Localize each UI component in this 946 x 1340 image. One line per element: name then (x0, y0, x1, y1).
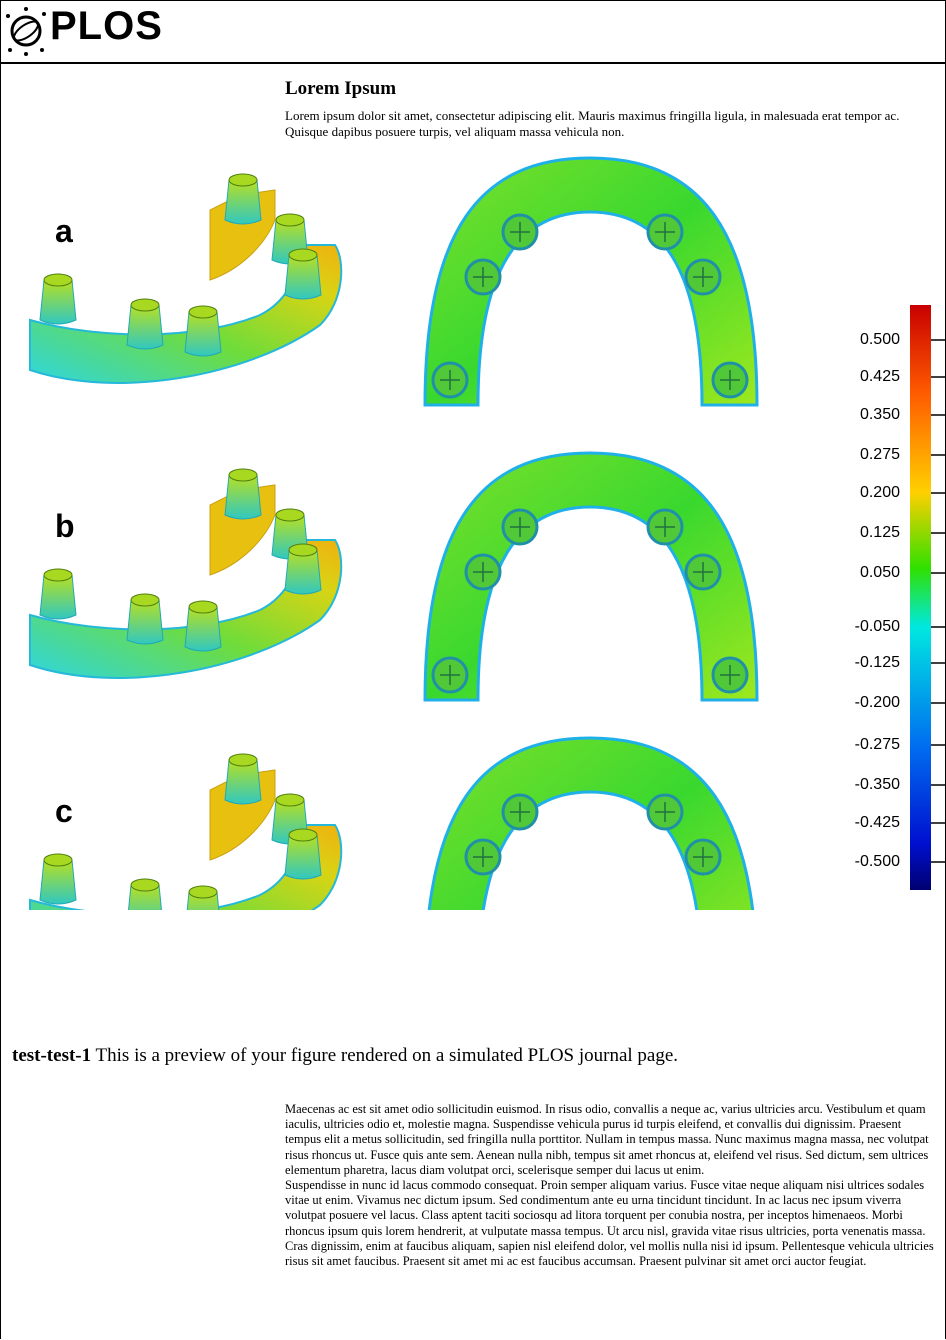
caption-label: test-test-1 (12, 1045, 91, 1066)
colorbar-label: -0.500 (855, 853, 900, 870)
model-post (285, 550, 321, 594)
figure-panel: c (30, 738, 757, 910)
model-post-top (131, 879, 159, 891)
colorbar-label: -0.425 (855, 814, 900, 831)
body-paragraph: Suspendisse in nunc id lacus commodo con… (285, 1178, 940, 1269)
colorbar (910, 305, 931, 890)
page: {"header": {"logo": "PLOS"}, "article": … (0, 0, 946, 1340)
model-post (225, 760, 261, 804)
colorbar-label: -0.350 (855, 776, 900, 793)
model-post (40, 280, 76, 324)
model-post-top (44, 274, 72, 286)
model-post-top (289, 544, 317, 556)
model-post (225, 180, 261, 224)
caption-text: This is a preview of your figure rendere… (96, 1045, 679, 1066)
model-post-top (229, 469, 257, 481)
model-post (185, 607, 221, 651)
model-post-top (289, 249, 317, 261)
figure: a b c 0.500 0.425 0.350 0.275 0.200 0.125 0.050 -… (0, 150, 946, 910)
model-post (285, 255, 321, 299)
model-post-top (189, 306, 217, 318)
caption: test-test-1 This is a preview of your fi… (12, 1045, 678, 1067)
colorbar-label: 0.425 (860, 368, 900, 385)
model-post (127, 305, 163, 349)
colorbar-label: -0.050 (855, 618, 900, 635)
article-heading: Lorem Ipsum (285, 78, 396, 100)
colorbar-label: 0.275 (860, 446, 900, 463)
figure-panel: b (30, 453, 757, 700)
model-post-top (289, 829, 317, 841)
model-post (225, 475, 261, 519)
article-intro: Lorem ipsum dolor sit amet, consectetur … (285, 108, 935, 140)
arch (425, 738, 757, 910)
colorbar-label: -0.275 (855, 736, 900, 753)
panel-label: a (55, 213, 73, 249)
model-post-top (189, 601, 217, 613)
colorbar-label: -0.200 (855, 694, 900, 711)
header: PLOS (0, 0, 946, 64)
model-post-top (229, 754, 257, 766)
colorbar-label: 0.200 (860, 484, 900, 501)
logo[interactable]: PLOS (50, 4, 163, 49)
model-post-top (229, 174, 257, 186)
model-post (40, 860, 76, 904)
body-paragraph: Maecenas ac est sit amet odio sollicitud… (285, 1102, 940, 1178)
colorbar-label: -0.125 (855, 654, 900, 671)
model-post (285, 835, 321, 879)
model-post-top (131, 594, 159, 606)
model-post (185, 312, 221, 356)
model-post (40, 575, 76, 619)
figure-panel: a (30, 158, 757, 405)
model-post (127, 600, 163, 644)
colorbar-label: 0.500 (860, 331, 900, 348)
panel-label: c (55, 793, 73, 829)
model-post-top (44, 569, 72, 581)
colorbar-label: 0.050 (860, 564, 900, 581)
logo-icon (4, 6, 48, 56)
model-post-top (44, 854, 72, 866)
body-text: Maecenas ac est sit amet odio sollicitud… (285, 1102, 940, 1269)
colorbar-label: 0.350 (860, 406, 900, 423)
colorbar-label: 0.125 (860, 524, 900, 541)
panel-label: b (55, 508, 75, 544)
model-post-top (276, 794, 304, 806)
model-post-top (276, 509, 304, 521)
model-post-top (131, 299, 159, 311)
model-post-top (189, 886, 217, 898)
model-post-top (276, 214, 304, 226)
